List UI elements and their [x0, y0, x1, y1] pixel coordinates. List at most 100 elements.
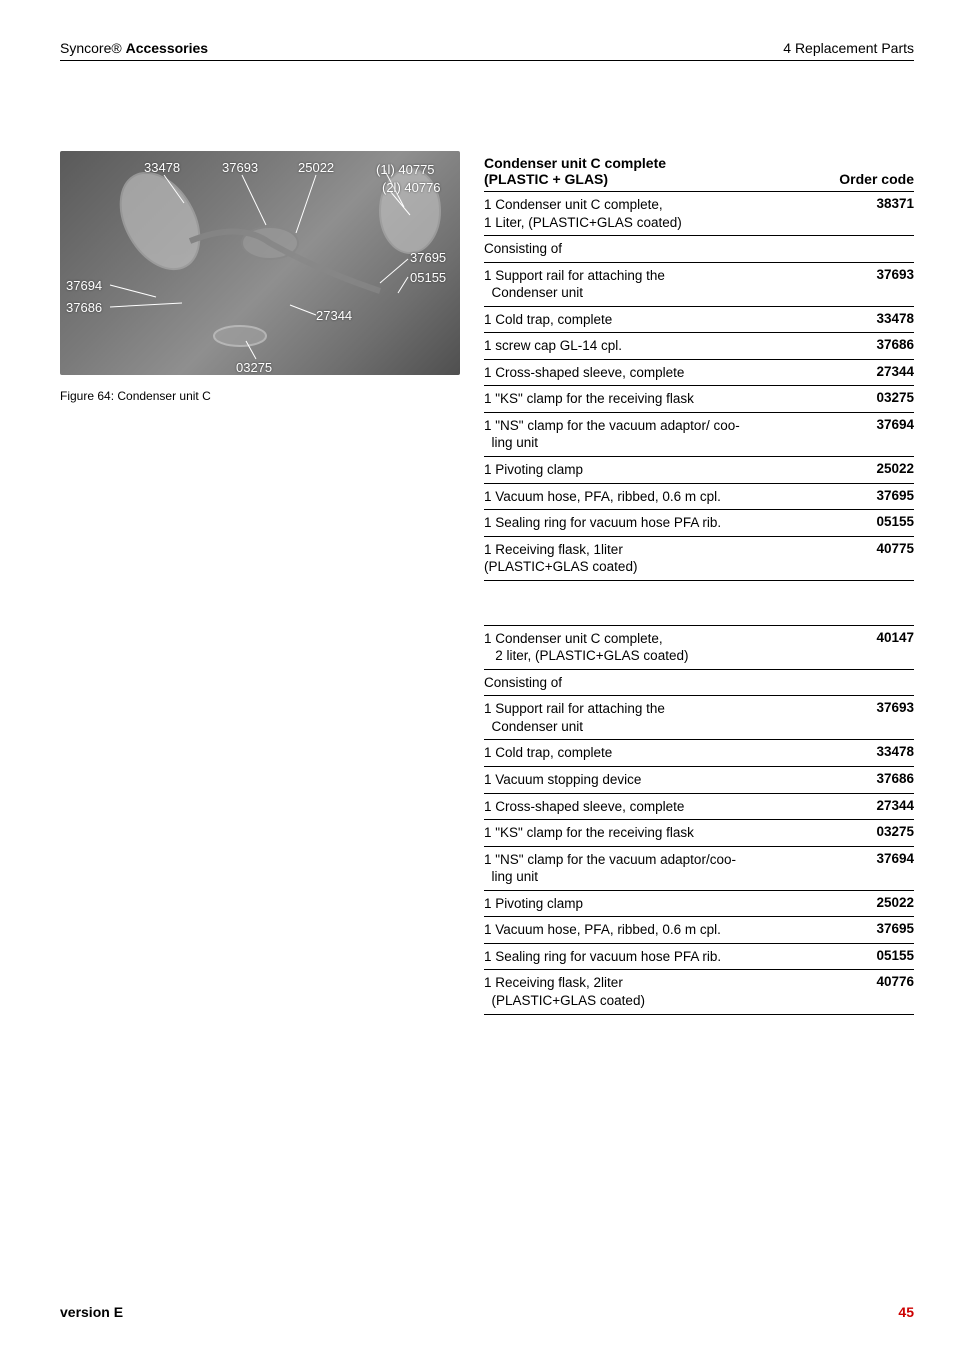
table-row: Consisting of: [484, 669, 914, 696]
part-description: 1 screw cap GL-14 cpl.: [484, 333, 824, 360]
header-section: Accessories: [126, 40, 209, 56]
table-row: Consisting of: [484, 236, 914, 263]
part-order-code: 37694: [824, 412, 914, 456]
table-row: 1 Sealing ring for vacuum hose PFA rib.0…: [484, 510, 914, 537]
part-description: 1 Support rail for attaching the Condens…: [484, 696, 824, 740]
part-description: 1 Cold trap, complete: [484, 740, 824, 767]
part-order-code: 37686: [824, 333, 914, 360]
parts-table-2: 1 Condenser unit C complete, 2 liter, (P…: [484, 625, 914, 1015]
table-row: 1 "KS" clamp for the receiving flask0327…: [484, 820, 914, 847]
part-description: 1 "NS" clamp for the vacuum adaptor/coo-…: [484, 846, 824, 890]
part-order-code: 03275: [824, 820, 914, 847]
part-order-code: 05155: [824, 510, 914, 537]
table1-title-line2: (PLASTIC + GLAS): [484, 171, 608, 187]
part-order-code: 37693: [824, 696, 914, 740]
part-description: 1 Cross-shaped sleeve, complete: [484, 359, 824, 386]
part-order-code: 40147: [824, 625, 914, 669]
table-row: 1 Vacuum hose, PFA, ribbed, 0.6 m cpl.37…: [484, 483, 914, 510]
part-order-code: 25022: [824, 457, 914, 484]
part-description: 1 Vacuum hose, PFA, ribbed, 0.6 m cpl.: [484, 483, 824, 510]
figure-label: 05155: [410, 271, 446, 284]
figure-label: 03275: [236, 361, 272, 374]
table-row: 1 screw cap GL-14 cpl.37686: [484, 333, 914, 360]
part-order-code: 27344: [824, 359, 914, 386]
figure-label: 37694: [66, 279, 102, 292]
table-row: 1 Vacuum hose, PFA, ribbed, 0.6 m cpl.37…: [484, 917, 914, 944]
part-order-code: 37695: [824, 917, 914, 944]
figure-label: 37695: [410, 251, 446, 264]
footer-page-number: 45: [898, 1304, 914, 1320]
part-description: 1 Vacuum stopping device: [484, 767, 824, 794]
part-order-code: 33478: [824, 740, 914, 767]
figure-label: 33478: [144, 161, 180, 174]
right-column: Condenser unit C complete (PLASTIC + GLA…: [484, 151, 914, 1015]
table-row: 1 "NS" clamp for the vacuum adaptor/coo-…: [484, 846, 914, 890]
page: Syncore® Accessories 4 Replacement Parts: [0, 0, 954, 1350]
part-order-code: 38371: [824, 192, 914, 236]
part-description: 1 Vacuum hose, PFA, ribbed, 0.6 m cpl.: [484, 917, 824, 944]
table-row: 1 Support rail for attaching the Condens…: [484, 262, 914, 306]
content-area: 334783769325022(1l) 40775(2l) 4077637695…: [60, 151, 914, 1015]
part-description: 1 Sealing ring for vacuum hose PFA rib.: [484, 510, 824, 537]
part-description: 1 "KS" clamp for the receiving flask: [484, 820, 824, 847]
part-order-code: 37695: [824, 483, 914, 510]
part-description: Consisting of: [484, 236, 824, 263]
figure-label: 37686: [66, 301, 102, 314]
header-chapter: 4 Replacement Parts: [783, 40, 914, 56]
figure-label: (1l) 40775: [376, 163, 435, 176]
part-order-code: 27344: [824, 793, 914, 820]
figure-label: 27344: [316, 309, 352, 322]
part-order-code: 37686: [824, 767, 914, 794]
table-row: 1 Cross-shaped sleeve, complete27344: [484, 359, 914, 386]
table-row: 1 Support rail for attaching the Condens…: [484, 696, 914, 740]
page-footer: version E 45: [60, 1304, 914, 1320]
table1-title: Condenser unit C complete (PLASTIC + GLA…: [484, 151, 824, 192]
table-row: 1 Cross-shaped sleeve, complete27344: [484, 793, 914, 820]
table-spacer: [484, 581, 914, 625]
part-description: 1 Support rail for attaching the Condens…: [484, 262, 824, 306]
part-description: 1 Condenser unit C complete,1 Liter, (PL…: [484, 192, 824, 236]
part-order-code: 40776: [824, 970, 914, 1014]
table1-code-header: Order code: [824, 151, 914, 192]
table-row: 1 Vacuum stopping device37686: [484, 767, 914, 794]
table-row: 1 Condenser unit C complete,1 Liter, (PL…: [484, 192, 914, 236]
part-description: 1 "KS" clamp for the receiving flask: [484, 386, 824, 413]
part-order-code: 37694: [824, 846, 914, 890]
part-order-code: 37693: [824, 262, 914, 306]
figure-label: 37693: [222, 161, 258, 174]
part-order-code: [824, 236, 914, 263]
part-description: 1 Pivoting clamp: [484, 457, 824, 484]
footer-version: version E: [60, 1304, 123, 1320]
part-description: 1 Cross-shaped sleeve, complete: [484, 793, 824, 820]
part-description: 1 Sealing ring for vacuum hose PFA rib.: [484, 943, 824, 970]
part-description: 1 Cold trap, complete: [484, 306, 824, 333]
table-row: 1 Pivoting clamp25022: [484, 457, 914, 484]
part-description: Consisting of: [484, 669, 824, 696]
table-row: 1 Receiving flask, 1liter(PLASTIC+GLAS c…: [484, 536, 914, 580]
part-description: 1 Condenser unit C complete, 2 liter, (P…: [484, 625, 824, 669]
table-row: 1 Sealing ring for vacuum hose PFA rib.0…: [484, 943, 914, 970]
table-row: 1 Cold trap, complete33478: [484, 740, 914, 767]
part-description: 1 Receiving flask, 1liter(PLASTIC+GLAS c…: [484, 536, 824, 580]
part-order-code: 25022: [824, 890, 914, 917]
parts-table-1: Condenser unit C complete (PLASTIC + GLA…: [484, 151, 914, 581]
figure-label: (2l) 40776: [382, 181, 441, 194]
header-left: Syncore® Accessories: [60, 40, 208, 56]
part-order-code: 05155: [824, 943, 914, 970]
table-row: 1 Cold trap, complete33478: [484, 306, 914, 333]
figure-caption: Figure 64: Condenser unit C: [60, 389, 460, 403]
table-row: 1 "NS" clamp for the vacuum adaptor/ coo…: [484, 412, 914, 456]
header-brand: Syncore®: [60, 40, 122, 56]
part-order-code: 40775: [824, 536, 914, 580]
left-column: 33478 37693 25022 (1l) 40775 (2l) 40776 37695…: [60, 151, 460, 1015]
table-row: 1 Receiving flask, 2liter (PLASTIC+GLAS …: [484, 970, 914, 1014]
table-row: 1 Condenser unit C complete, 2 liter, (P…: [484, 625, 914, 669]
table1-title-line1: Condenser unit C complete: [484, 155, 666, 171]
part-description: 1 Pivoting clamp: [484, 890, 824, 917]
figure-label: 25022: [298, 161, 334, 174]
table-row: 1 Pivoting clamp25022: [484, 890, 914, 917]
part-description: 1 Receiving flask, 2liter (PLASTIC+GLAS …: [484, 970, 824, 1014]
condenser-figure: 33478 37693 25022 (1l) 40775 (2l) 40776 37695…: [60, 151, 460, 375]
part-order-code: [824, 669, 914, 696]
part-description: 1 "NS" clamp for the vacuum adaptor/ coo…: [484, 412, 824, 456]
